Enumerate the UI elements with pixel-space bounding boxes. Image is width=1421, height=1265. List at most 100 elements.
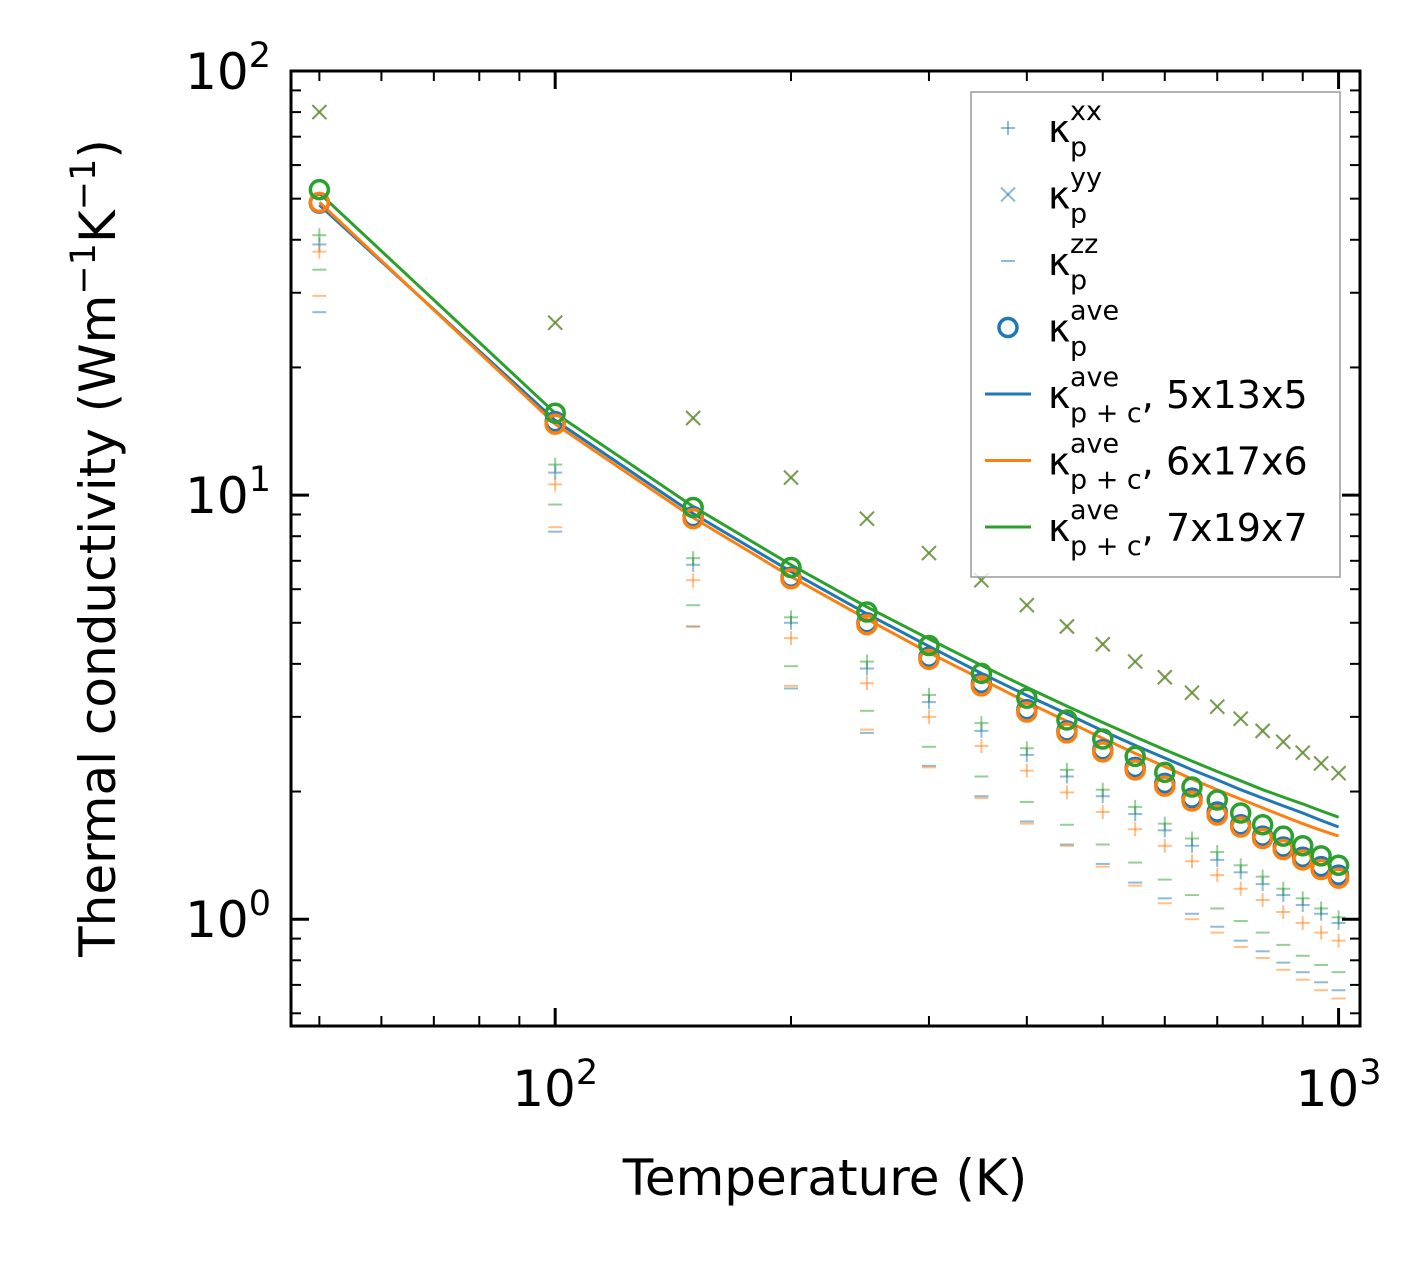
point-kappa-ave-green <box>544 402 566 424</box>
point-kappa-ave-orange <box>970 675 993 697</box>
point-kappa-yy-green <box>1232 711 1249 727</box>
legend-marker-plus <box>1001 121 1015 135</box>
point-kappa-xx-green <box>1233 858 1248 873</box>
point-kappa-ave-orange <box>856 613 878 636</box>
point-kappa-ave-orange <box>1272 838 1295 861</box>
point-kappa-ave-green <box>1016 687 1038 709</box>
series-layer <box>308 104 1350 1000</box>
point-kappa-xx-green <box>859 654 874 669</box>
point-kappa-ave-orange <box>1092 741 1114 763</box>
point-kappa-xx-orange <box>1059 785 1074 800</box>
series-kappa-zz-green <box>312 268 1346 974</box>
point-kappa-yy-green <box>1184 685 1200 701</box>
point-kappa-xx-green <box>1255 869 1270 884</box>
point-kappa-ave-orange <box>780 567 802 590</box>
point-kappa-xx-orange <box>1276 904 1291 919</box>
point-kappa-xx-orange <box>1295 915 1310 930</box>
y-tick-label: 102 <box>185 36 271 101</box>
point-kappa-xx-green <box>1157 816 1172 831</box>
legend-marker-circle <box>997 316 1019 339</box>
point-kappa-ave-green <box>1092 728 1114 750</box>
point-kappa-yy-green <box>547 314 563 331</box>
point-kappa-ave-orange <box>1016 701 1038 723</box>
point-kappa-ave-green <box>1327 854 1350 877</box>
y-axis-label-main: Thermal conductivity (Wm <box>69 295 127 958</box>
point-kappa-ave-orange <box>1124 759 1146 781</box>
point-kappa-xx-orange <box>974 739 989 754</box>
y-axis-label-exp1: −1 <box>64 243 104 295</box>
point-kappa-ave-green <box>1272 825 1295 847</box>
point-kappa-xx-orange <box>859 676 874 691</box>
point-kappa-xx-green <box>1059 762 1074 777</box>
point-kappa-ave-orange <box>918 648 940 671</box>
point-kappa-xx-green <box>1276 881 1291 896</box>
point-kappa-ave-green <box>780 556 802 579</box>
legend-entry-0: κxx p <box>1001 96 1102 163</box>
legend-entry-1: κyy p <box>1000 163 1102 230</box>
point-kappa-ave-green <box>1291 835 1314 857</box>
point-kappa-ave-green <box>308 178 331 201</box>
point-kappa-ave-green <box>1229 802 1252 824</box>
legend-frame <box>970 91 1341 578</box>
point-kappa-ave-green <box>1154 761 1176 784</box>
point-kappa-ave-green <box>1251 814 1274 836</box>
point-kappa-ave-orange <box>1154 775 1176 797</box>
series-kappa-yy-green <box>311 104 1347 781</box>
point-kappa-yy-green <box>859 510 875 527</box>
point-kappa-xx-green <box>921 687 936 702</box>
point-kappa-xx-orange <box>1255 892 1270 907</box>
point-kappa-xx-green <box>548 457 563 472</box>
point-kappa-xx-green <box>1331 910 1346 925</box>
point-kappa-ave-orange <box>544 413 566 435</box>
y-axis-label: Thermal conductivity (Wm−1K−1) <box>64 139 127 958</box>
legend-label: κave p <box>1048 296 1119 363</box>
point-kappa-xx-green <box>1185 831 1200 846</box>
point-kappa-xx-green <box>784 610 799 625</box>
point-kappa-ave-orange <box>1229 816 1252 838</box>
y-axis-label-exp2: −1 <box>64 159 104 211</box>
x-axis-label: Temperature (K) <box>622 1149 1027 1207</box>
point-kappa-ave-orange <box>308 191 331 214</box>
point-kappa-ave-orange <box>682 507 704 530</box>
series-kappa-zz-orange <box>312 294 1346 1000</box>
point-kappa-yy-green <box>1330 765 1347 781</box>
series-kappa-xx-orange <box>312 244 1346 948</box>
point-kappa-ave-orange <box>1206 804 1228 826</box>
point-kappa-yy-green <box>311 104 328 120</box>
legend-label: κave p + c, 5x13x5 <box>1048 362 1308 429</box>
y-tick-label: 100 <box>185 884 271 949</box>
legend-entry-6: κave p + c, 7x19x7 <box>985 495 1308 562</box>
point-kappa-ave-green <box>1206 789 1228 811</box>
legend-label: κave p + c, 7x19x7 <box>1048 495 1308 562</box>
point-kappa-xx-green <box>974 716 989 731</box>
point-kappa-ave-orange <box>1181 790 1203 812</box>
point-kappa-yy-green <box>1295 744 1311 761</box>
plot-frame <box>289 69 1362 1028</box>
series-kappa-ave-green <box>308 178 1350 877</box>
legend-marker-x <box>1000 186 1016 203</box>
line-kappa-pc-ave-6x17x6 <box>318 201 1340 838</box>
x-tick-label: 103 <box>1296 1053 1382 1118</box>
point-kappa-xx-green <box>1095 782 1110 797</box>
legend-label: κyy p <box>1048 163 1102 230</box>
point-kappa-ave-green <box>1310 845 1332 867</box>
point-kappa-xx-orange <box>1019 763 1034 778</box>
point-kappa-xx-orange <box>921 709 936 724</box>
point-kappa-xx-orange <box>1185 854 1200 869</box>
point-kappa-xx-green <box>1295 891 1310 906</box>
point-kappa-xx-green <box>1314 901 1329 916</box>
point-kappa-xx-orange <box>548 477 563 492</box>
point-kappa-yy-green <box>921 545 937 561</box>
y-axis-label-mid: K <box>69 209 127 243</box>
point-kappa-xx-orange <box>1331 933 1346 948</box>
point-kappa-ave-green <box>682 496 704 519</box>
point-kappa-xx-green <box>686 551 701 566</box>
point-kappa-ave-green <box>1181 776 1203 798</box>
point-kappa-yy-green <box>1127 653 1143 670</box>
y-axis-label-end: ) <box>69 139 127 159</box>
point-kappa-yy-green <box>1059 618 1075 635</box>
point-kappa-ave-orange <box>1251 827 1274 850</box>
point-kappa-ave-orange <box>1056 722 1078 744</box>
point-kappa-xx-orange <box>1210 868 1225 883</box>
